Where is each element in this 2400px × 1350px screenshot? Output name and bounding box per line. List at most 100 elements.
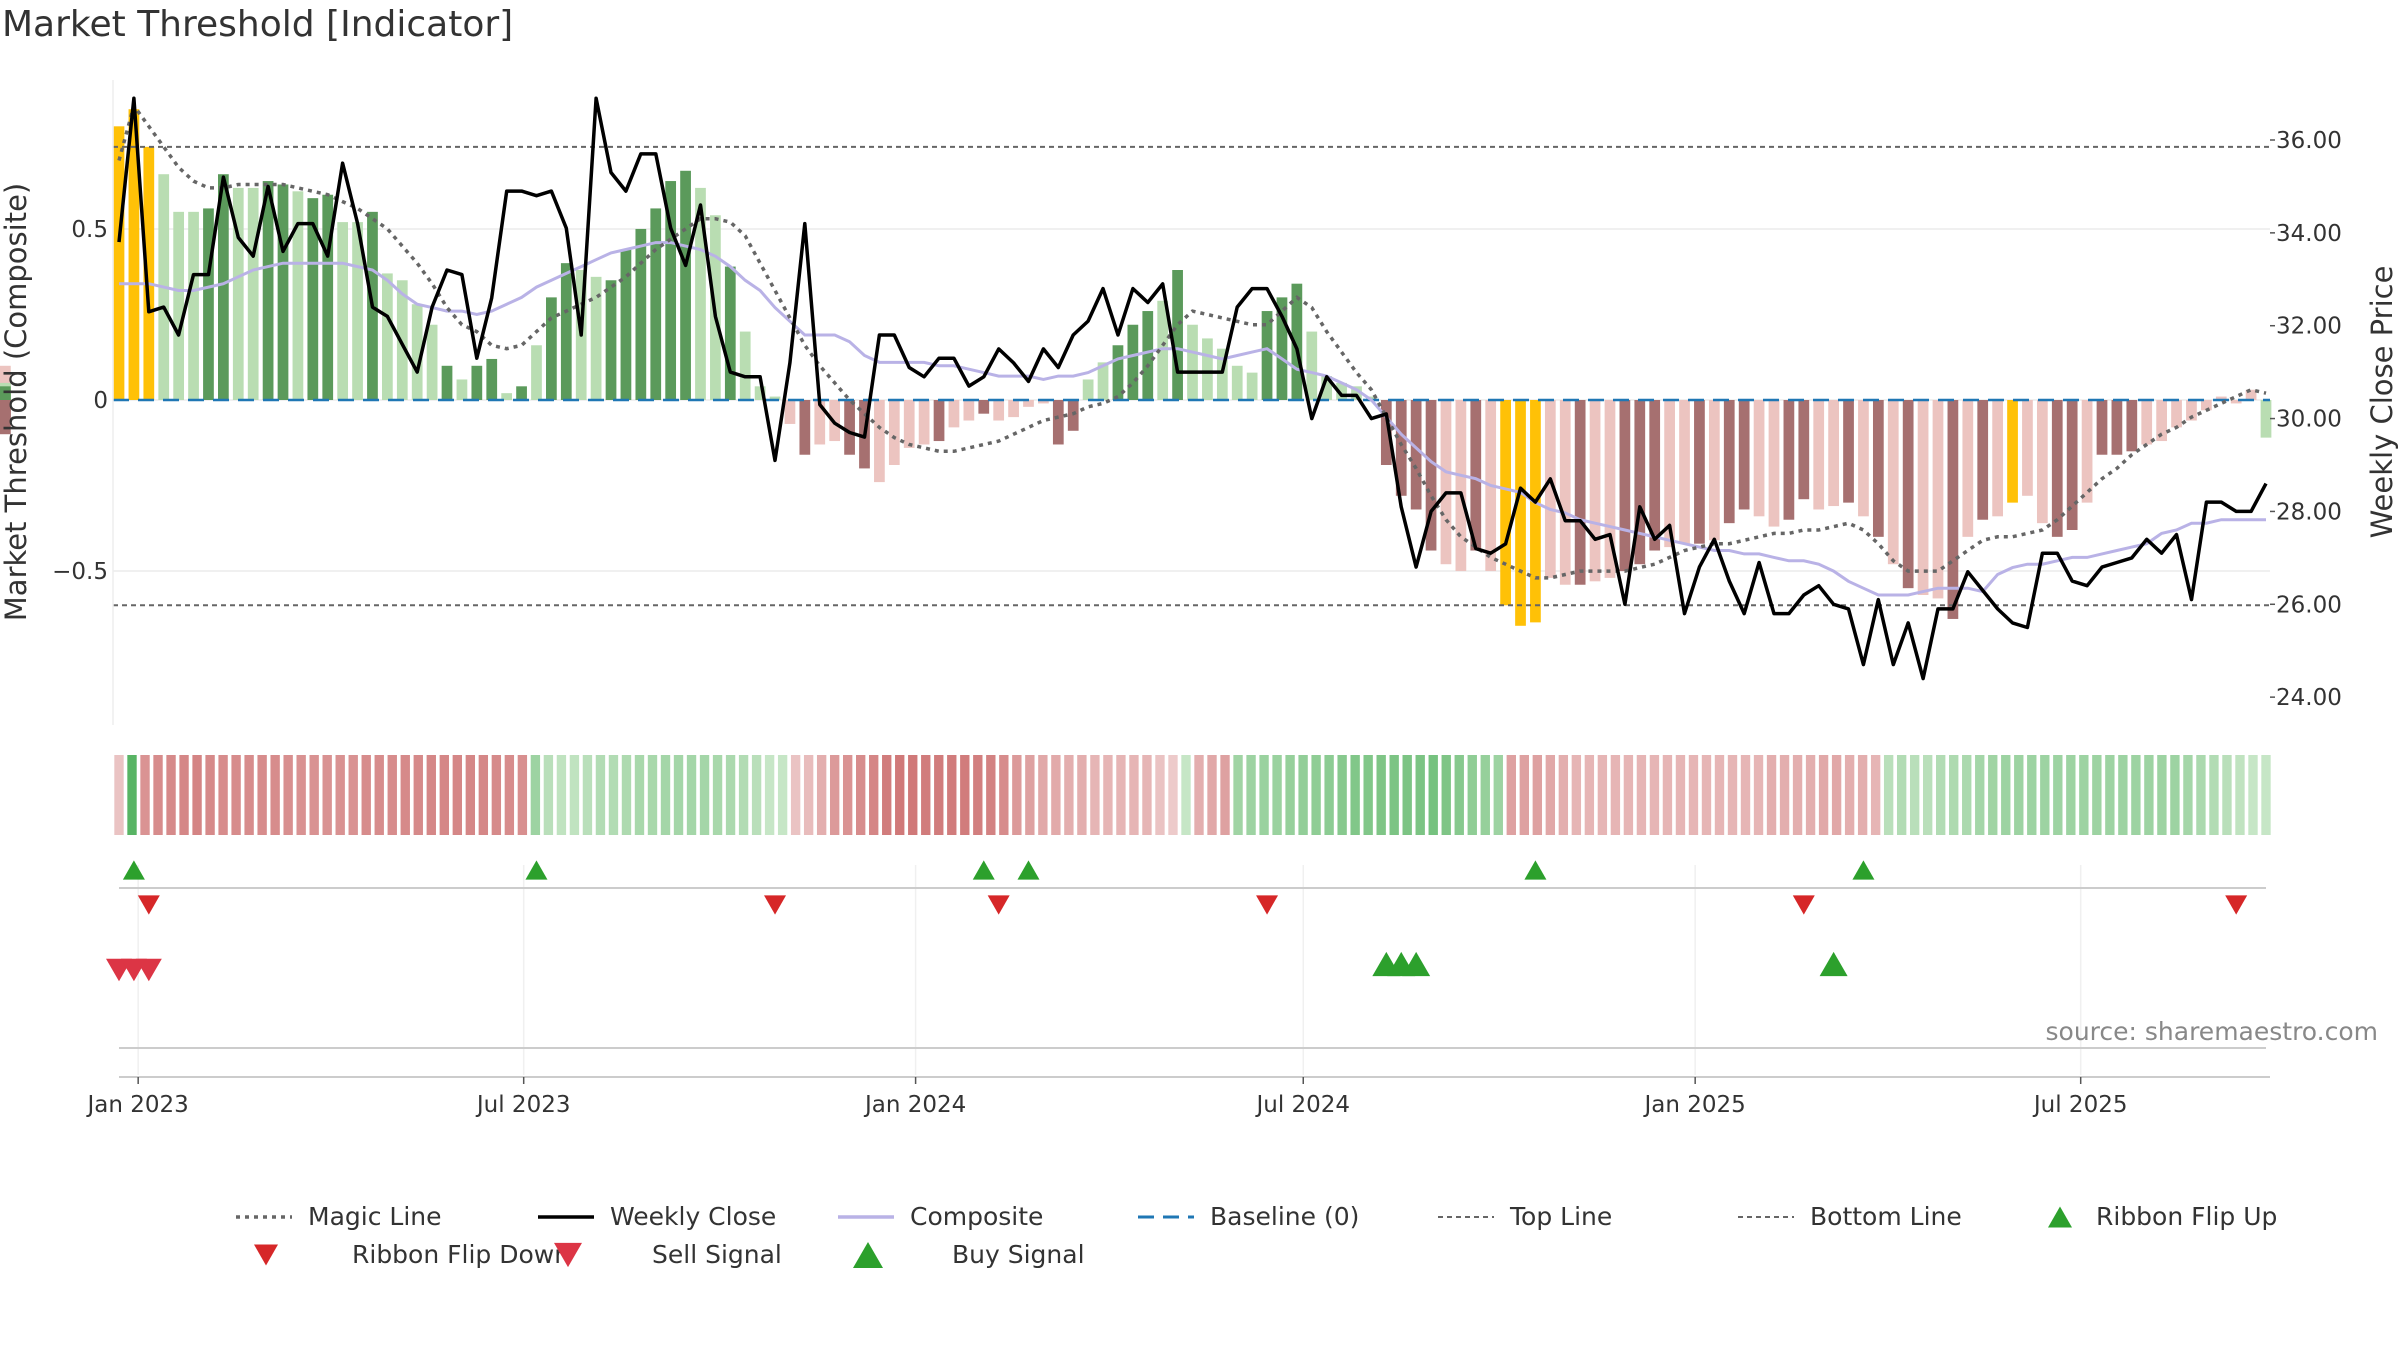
legend-label: Composite (910, 1202, 1043, 1231)
ribbon-cell (947, 755, 957, 835)
composite-bar (2081, 400, 2093, 503)
composite-bar (128, 109, 140, 401)
ribbon-cell (400, 755, 410, 835)
ribbon-cell (829, 755, 840, 835)
legend-item-flipup: Ribbon Flip Up (2096, 1202, 2277, 1231)
composite-bar (680, 170, 691, 400)
ribbon-cell (1090, 755, 1100, 835)
ribbon-cell (387, 755, 397, 835)
composite-bar (1336, 382, 1347, 400)
ribbon-cell (1740, 755, 1751, 835)
composite-bar (724, 266, 736, 400)
composite-bar (1917, 400, 1929, 595)
ribbon-flip-up-marker (1017, 860, 1040, 880)
ribbon-cell (2079, 755, 2089, 835)
composite-bar (1291, 283, 1303, 400)
ribbon-cell (1975, 755, 1985, 835)
ribbon-cell (2222, 755, 2232, 835)
composite-bar (382, 273, 393, 400)
x-tick-label: Jan 2023 (86, 1092, 189, 1118)
composite-bar (1187, 324, 1198, 400)
ribbon-cell (1051, 755, 1061, 835)
composite-bar (903, 400, 915, 448)
composite-bar (1858, 400, 1869, 517)
composite-bar (1932, 400, 1944, 599)
chart-title: Market Threshold [Indicator] (2, 4, 514, 45)
composite-bar (1202, 338, 1213, 400)
composite-bar (1798, 400, 1810, 500)
y2-tick-label: 30.00 (2276, 407, 2342, 433)
ribbon-cell (1389, 755, 1399, 835)
composite-bar (1828, 400, 1839, 507)
x-axis: Jan 2023 Jul 2023 Jan 2024 Jul 2024 Jan 2025… (86, 1076, 2270, 1118)
composite-bar (1544, 400, 1556, 578)
legend-swatch (254, 1244, 278, 1266)
composite-bar (784, 400, 796, 424)
ribbon-cell (790, 755, 801, 835)
ribbon-cell (478, 755, 489, 835)
ribbon-cell (1610, 755, 1621, 835)
composite-bar (1589, 400, 1601, 582)
source-label: source: sharemaestro.com (2046, 1017, 2379, 1046)
ribbon-cell (413, 755, 423, 835)
composite-bar (247, 187, 259, 400)
composite-line (119, 241, 2266, 597)
ribbon-cell (1831, 755, 1842, 835)
ribbon-cell (426, 755, 436, 835)
ribbon-cell (2131, 755, 2141, 835)
composite-bar (1664, 400, 1675, 548)
ribbon-cell (895, 755, 905, 835)
ribbon-cell (1246, 755, 1256, 835)
composite-bar (501, 393, 513, 400)
ribbon-cell (1792, 755, 1803, 835)
composite-bar (963, 400, 975, 421)
composite-bar (1246, 372, 1258, 400)
ribbon-cell (114, 755, 124, 835)
ribbon-cell (1272, 755, 1282, 835)
ribbon-cell (1779, 755, 1790, 835)
composite-bar (456, 379, 468, 400)
composite-bar (426, 324, 438, 400)
weekly-close-line (117, 96, 2268, 681)
ribbon-cell (1259, 755, 1269, 835)
ribbon-cell (1415, 755, 1425, 835)
ribbon-cell (2157, 755, 2167, 835)
composite-bar (1321, 376, 1333, 400)
composite-bar (1887, 400, 1899, 565)
composite-bar (1738, 400, 1750, 510)
composite-bar (799, 400, 811, 455)
ribbon-cell (2053, 755, 2063, 835)
composite-bar (1872, 400, 1884, 537)
ribbon-cell (1142, 755, 1152, 835)
ribbon-flip-up-marker (122, 860, 145, 880)
ribbon-cell (335, 755, 345, 835)
ribbon-cell (322, 755, 332, 835)
composite-bar (1843, 400, 1854, 503)
ribbon-cell (348, 755, 358, 835)
composite-bar (739, 331, 751, 400)
ribbon-cell (283, 755, 293, 835)
composite-bar (113, 126, 125, 400)
y-tick-label: −0.5 (52, 559, 108, 585)
ribbon-cell (1168, 755, 1178, 835)
x-tick-label: Jan 2025 (1643, 1092, 1746, 1118)
ribbon-cell (1207, 755, 1217, 835)
composite-bar (1500, 400, 1511, 606)
ribbon-cell (361, 755, 371, 835)
ribbon-cell (595, 755, 606, 835)
composite-bar (262, 181, 274, 400)
ribbon-cell (1363, 755, 1373, 835)
ribbon-cell (1519, 755, 1529, 835)
ribbon-cell (1038, 755, 1048, 835)
ribbon-cell (205, 755, 215, 835)
ribbon-cell (491, 755, 502, 835)
legend-label: Bottom Line (1810, 1202, 1962, 1231)
composite-bar (2007, 400, 2018, 503)
ribbon-cell (1818, 755, 1829, 835)
y-tick-label: 0.5 (71, 217, 108, 243)
composite-bar (1127, 324, 1139, 400)
ribbon-cell (1988, 755, 1998, 835)
composite-bar (1276, 297, 1288, 400)
composite-bar (396, 280, 408, 400)
x-tick-label: Jul 2023 (475, 1092, 571, 1118)
